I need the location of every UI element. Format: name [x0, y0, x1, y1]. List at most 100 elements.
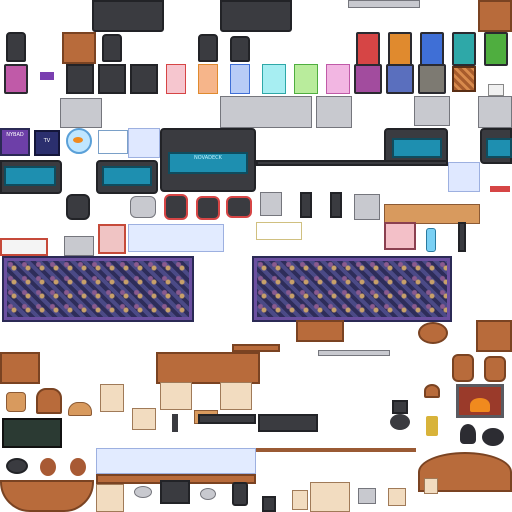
blue-lamp	[426, 228, 436, 252]
box-stack	[100, 384, 124, 412]
tile-peach	[198, 64, 218, 94]
arcade-base-pink	[4, 64, 28, 94]
gaming-chair-red-2	[196, 196, 220, 220]
wood-strip	[232, 344, 280, 352]
glass-display	[96, 448, 256, 474]
gaming-chair-4	[230, 36, 250, 62]
plant-2	[40, 458, 56, 476]
armchair-1	[452, 354, 474, 382]
arcade-base-1	[66, 64, 94, 94]
fish	[73, 137, 83, 143]
office-chair-1	[66, 194, 90, 220]
wood-table-small	[296, 320, 344, 342]
mini-chart-icon	[98, 130, 128, 154]
tile-blue	[230, 64, 250, 94]
counter-left	[60, 98, 102, 128]
radio	[132, 408, 156, 430]
console	[64, 236, 94, 256]
arcade-base-2	[98, 64, 126, 94]
hat-icon	[68, 402, 92, 416]
arcade-base-3	[130, 64, 158, 94]
poster-title: NYBAD	[6, 132, 24, 138]
gaming-chair-1	[6, 32, 26, 62]
arcade-base-blue-2	[386, 64, 414, 94]
desk-strip	[256, 160, 448, 166]
speaker	[262, 496, 276, 512]
sign-panel	[478, 96, 512, 128]
gaming-chair-red-1	[164, 194, 188, 220]
bridge-table	[0, 480, 94, 512]
red-marker	[490, 186, 510, 192]
book-open	[292, 490, 308, 510]
long-desk	[384, 204, 480, 224]
tile-pink	[166, 64, 186, 94]
piano-icon	[198, 414, 256, 424]
light-panel	[128, 128, 160, 158]
rug-large-right	[252, 256, 452, 322]
sign-small	[424, 478, 438, 494]
vending-panel	[384, 222, 416, 250]
monitor-1	[300, 192, 312, 218]
candelabra-icon	[426, 416, 438, 436]
dice-icon	[488, 84, 504, 96]
wood-panel-right	[476, 320, 512, 352]
dresser-2	[220, 382, 252, 410]
yellow-card	[256, 222, 302, 240]
chair-back	[36, 388, 62, 414]
gaming-chair-2	[102, 34, 122, 62]
cabinet-bottom	[96, 484, 124, 512]
light-panel-2	[448, 162, 480, 192]
record-player	[160, 480, 190, 504]
gaming-chair-3	[198, 34, 218, 62]
poster: NYBAD	[0, 128, 30, 156]
cat-icon-2	[482, 428, 504, 446]
arcade-base-grey	[418, 64, 446, 94]
armchair-2	[484, 356, 506, 382]
counter-far-right	[414, 96, 450, 126]
pedestal-icon	[172, 414, 178, 432]
gaming-desk-center-screen	[102, 166, 152, 186]
arcade-cabinet-orange	[388, 32, 412, 66]
cat-icon	[460, 424, 476, 444]
cabinet-panel	[310, 482, 350, 512]
wood-table-top	[62, 32, 96, 64]
tetromino-icon	[40, 72, 54, 80]
chalkboard	[2, 418, 62, 448]
tile-cyan	[262, 64, 286, 94]
tv-small-title: TV	[43, 138, 51, 144]
cash-register	[354, 194, 380, 220]
gaming-desk-left-screen	[4, 166, 56, 186]
pole	[458, 222, 466, 252]
wood-block-left	[0, 352, 40, 384]
gaming-chair-white	[130, 196, 156, 218]
top-hat	[392, 400, 408, 414]
wood-panel-top-right	[478, 0, 512, 32]
glass-counter	[128, 224, 224, 252]
counter-right	[316, 96, 352, 128]
counter-mid	[220, 96, 312, 128]
phone	[232, 482, 248, 506]
paper-1	[358, 488, 376, 504]
lamp-icon	[424, 384, 440, 398]
arcade-base-pink-2	[354, 64, 382, 94]
arcade-cabinet-blue	[420, 32, 444, 66]
plant-1	[6, 458, 28, 474]
fire	[470, 398, 490, 412]
dresser-1	[160, 382, 192, 410]
chair-small-1	[6, 392, 26, 412]
tile-rose	[326, 64, 350, 94]
floor-line	[256, 448, 416, 452]
round-table	[418, 322, 448, 344]
wood-block-mid	[156, 352, 260, 384]
arcade-cabinet-teal	[452, 32, 476, 66]
printer	[260, 192, 282, 216]
tv-top-2	[220, 0, 292, 32]
monitor-2	[330, 192, 342, 218]
red-poster	[98, 224, 126, 254]
shelf-top	[348, 0, 420, 8]
desk1-screen-label: NOVADECK	[194, 155, 222, 161]
arcade-cabinet-red	[356, 32, 380, 66]
round-table-dark	[390, 414, 410, 430]
plant-3	[70, 458, 86, 476]
tv-small: TV	[34, 130, 60, 156]
